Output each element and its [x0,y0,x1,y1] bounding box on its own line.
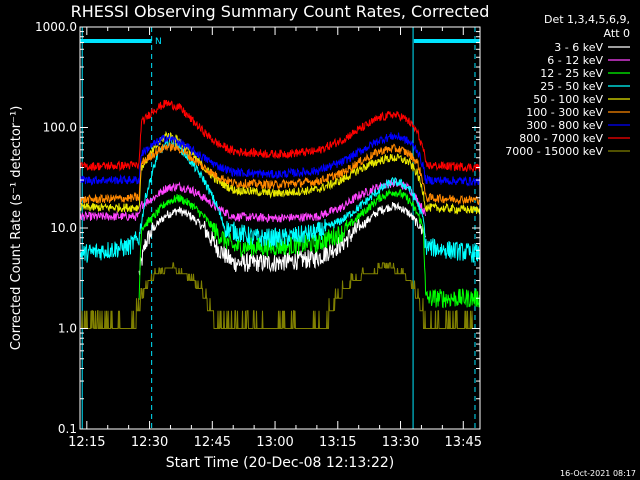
y-axis-ticks: 0.1 1.0 10.0 100.0 1000.0 [35,20,480,436]
legend-label: 50 - 100 keV [533,93,603,106]
series-group [79,99,481,329]
x-axis-label: Start Time (20-Dec-08 12:13:22) [166,455,394,471]
y-tick-label: 10.0 [50,221,77,235]
series-line-0 [138,201,427,276]
night-label-n: N [155,37,162,47]
night-bars [80,39,480,43]
series-line-6 [79,132,480,187]
series-line-2 [138,188,481,309]
x-tick-label: 13:15 [319,435,356,450]
series-line-7 [79,99,480,173]
night-bar [80,39,152,43]
legend-header-2: Att 0 [604,27,630,40]
chart-title: RHESSI Observing Summary Count Rates, Co… [71,2,490,21]
series-line-3 [79,135,480,263]
x-tick-label: 13:30 [382,435,419,450]
legend-label: 25 - 50 keV [540,80,603,93]
legend-label: 3 - 6 keV [554,41,603,54]
legend-label: 12 - 25 keV [540,67,603,80]
series-line-1 [79,178,426,224]
y-tick-label: 100.0 [43,121,77,135]
series-line-8 [80,262,480,329]
night-bar [413,39,480,43]
x-tick-label: 13:00 [256,435,293,450]
legend-header-1: Det 1,3,4,5,6,9, [544,13,630,26]
legend-label: 300 - 800 keV [526,119,603,132]
x-tick-label: 13:45 [445,435,482,450]
y-tick-label: 0.1 [58,422,77,436]
x-tick-label: 12:30 [131,435,168,450]
legend-label: 7000 - 15000 keV [505,145,603,158]
footer-date: 16-Oct-2021 08:17 [560,469,636,478]
y-axis-label: Corrected Count Rate (s⁻¹ detector⁻¹) [9,106,24,351]
x-tick-label: 12:15 [68,435,105,450]
x-tick-label: 12:45 [194,435,231,450]
y-tick-label: 1.0 [58,322,77,336]
legend-label: 800 - 7000 keV [519,132,603,145]
legend-label: 100 - 300 keV [526,106,603,119]
x-axis-ticks: 12:15 12:30 12:45 13:00 13:15 13:30 13:45 [68,27,482,450]
legend-label: 6 - 12 keV [547,54,603,67]
y-tick-label: 1000.0 [35,20,77,34]
series-line-5 [79,141,480,206]
